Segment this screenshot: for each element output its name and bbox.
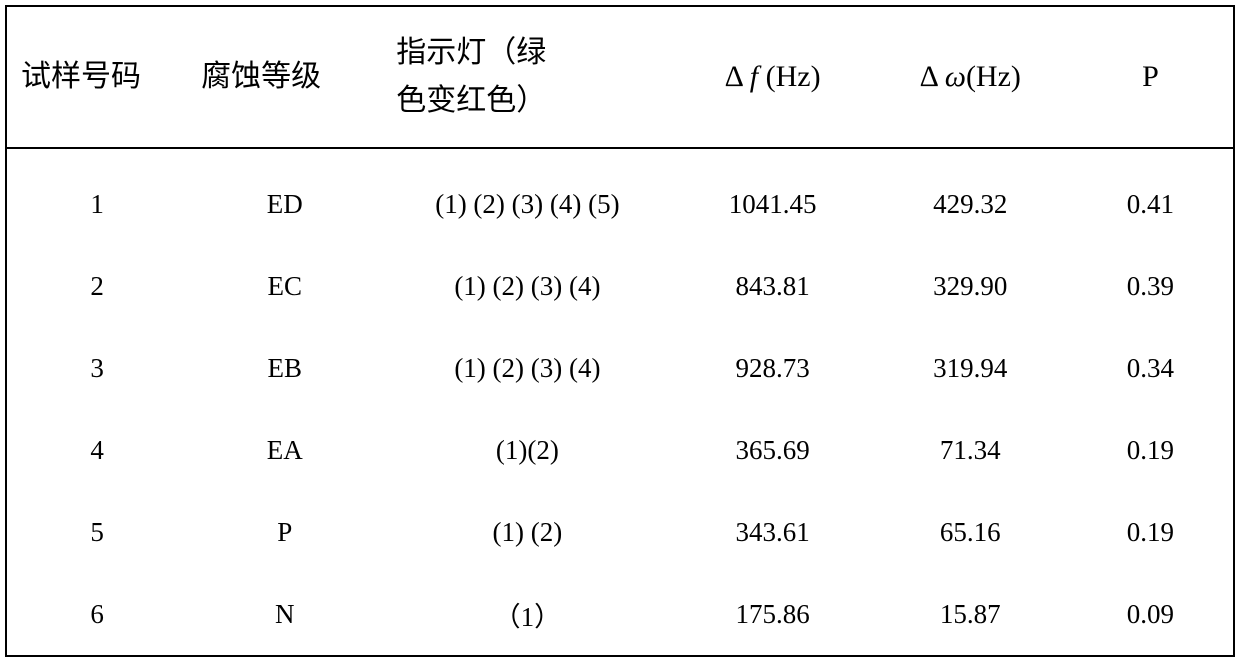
cell-delta-f: 175.86: [673, 573, 873, 655]
cell-p: 0.19: [1068, 491, 1233, 573]
table-header: 试样号码 腐蚀等级 指示灯（绿 色变红色） Δ f (Hz) Δ ω(Hz) P: [7, 7, 1233, 148]
cell-delta-f: 343.61: [673, 491, 873, 573]
table-row: 4 EA (1)(2) 365.69 71.34 0.19: [7, 409, 1233, 491]
col-header-sample-no: 试样号码: [7, 7, 187, 148]
cell-sample-no: 1: [7, 148, 187, 245]
cell-corrosion-grade: EC: [187, 245, 382, 327]
cell-corrosion-grade: N: [187, 573, 382, 655]
data-table-container: 试样号码 腐蚀等级 指示灯（绿 色变红色） Δ f (Hz) Δ ω(Hz) P…: [5, 5, 1235, 657]
col-header-delta-f: Δ f (Hz): [673, 7, 873, 148]
cell-p: 0.39: [1068, 245, 1233, 327]
cell-indicator: (1) (2): [382, 491, 672, 573]
cell-p: 0.41: [1068, 148, 1233, 245]
hz-unit: (Hz): [966, 60, 1021, 93]
col-header-p: P: [1068, 7, 1233, 148]
cell-delta-omega: 319.94: [873, 327, 1068, 409]
delta-symbol: Δ: [725, 60, 750, 93]
cell-delta-omega: 15.87: [873, 573, 1068, 655]
col-header-indicator: 指示灯（绿 色变红色）: [382, 7, 672, 148]
table-row: 1 ED (1) (2) (3) (4) (5) 1041.45 429.32 …: [7, 148, 1233, 245]
cell-sample-no: 3: [7, 327, 187, 409]
cell-p: 0.19: [1068, 409, 1233, 491]
table-row: 5 P (1) (2) 343.61 65.16 0.19: [7, 491, 1233, 573]
cell-delta-omega: 65.16: [873, 491, 1068, 573]
cell-sample-no: 5: [7, 491, 187, 573]
cell-delta-omega: 329.90: [873, 245, 1068, 327]
cell-corrosion-grade: EA: [187, 409, 382, 491]
data-table: 试样号码 腐蚀等级 指示灯（绿 色变红色） Δ f (Hz) Δ ω(Hz) P…: [7, 7, 1233, 655]
cell-indicator: （1）: [382, 573, 672, 655]
cell-indicator: (1)(2): [382, 409, 672, 491]
cell-delta-f: 928.73: [673, 327, 873, 409]
cell-indicator: (1) (2) (3) (4): [382, 327, 672, 409]
cell-delta-f: 1041.45: [673, 148, 873, 245]
col-header-indicator-line2: 色变红色）: [396, 84, 546, 117]
col-header-corrosion-grade: 腐蚀等级: [187, 7, 382, 148]
table-row: 3 EB (1) (2) (3) (4) 928.73 319.94 0.34: [7, 327, 1233, 409]
cell-indicator: (1) (2) (3) (4): [382, 245, 672, 327]
cell-sample-no: 6: [7, 573, 187, 655]
cell-corrosion-grade: P: [187, 491, 382, 573]
cell-p: 0.34: [1068, 327, 1233, 409]
cell-delta-omega: 429.32: [873, 148, 1068, 245]
cell-delta-omega: 71.34: [873, 409, 1068, 491]
table-row: 2 EC (1) (2) (3) (4) 843.81 329.90 0.39: [7, 245, 1233, 327]
cell-corrosion-grade: EB: [187, 327, 382, 409]
table-body: 1 ED (1) (2) (3) (4) (5) 1041.45 429.32 …: [7, 148, 1233, 655]
col-header-delta-omega: Δ ω(Hz): [873, 7, 1068, 148]
col-header-indicator-line1: 指示灯（绿: [396, 36, 546, 69]
f-var: f: [750, 60, 758, 93]
cell-p: 0.09: [1068, 573, 1233, 655]
cell-corrosion-grade: ED: [187, 148, 382, 245]
delta-symbol: Δ: [920, 60, 945, 93]
hz-unit: (Hz): [758, 60, 820, 93]
cell-sample-no: 4: [7, 409, 187, 491]
cell-indicator: (1) (2) (3) (4) (5): [382, 148, 672, 245]
cell-sample-no: 2: [7, 245, 187, 327]
cell-delta-f: 843.81: [673, 245, 873, 327]
cell-delta-f: 365.69: [673, 409, 873, 491]
omega-var: ω: [945, 60, 966, 93]
table-row: 6 N （1） 175.86 15.87 0.09: [7, 573, 1233, 655]
